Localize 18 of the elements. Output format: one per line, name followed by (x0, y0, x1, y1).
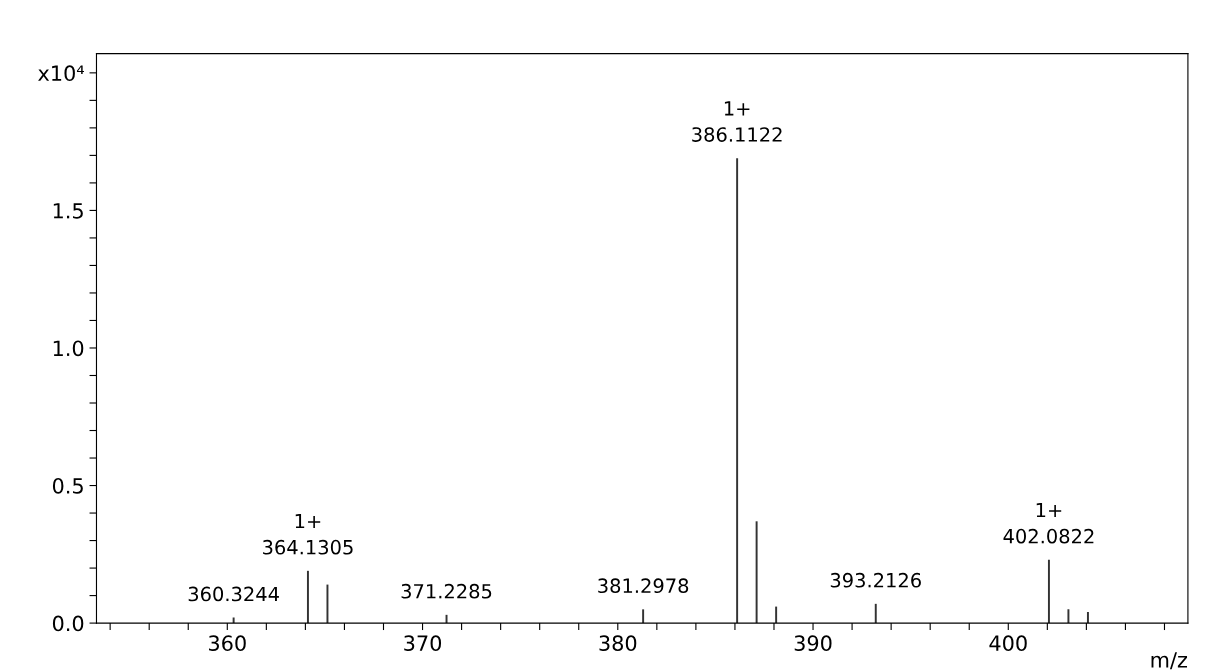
annotation: 360.3244 (188, 586, 279, 602)
y-tick-label: 0.0 (52, 615, 84, 632)
x-tick-label: 400 (989, 635, 1027, 652)
annotation: 1+ 386.1122 (692, 101, 782, 142)
annotation: 393.2126 (830, 572, 921, 588)
y-tick-label: x10⁴ (38, 65, 85, 82)
annotation: 1+ 364.1305 (263, 513, 353, 555)
x-tick-label: 370 (404, 635, 442, 652)
x-axis-title: m/z (1151, 652, 1188, 670)
annotation: 381.2978 (598, 578, 689, 594)
y-tick-label: 1.0 (53, 340, 84, 357)
y-tick-label: 0.5 (52, 477, 83, 494)
y-tick-label: 1.5 (53, 203, 83, 219)
annotation: 371.2285 (401, 583, 492, 599)
x-tick-label: 390 (794, 635, 832, 652)
annotation: 1+ 402.0822 (1003, 502, 1094, 544)
x-tick-label: 380 (599, 635, 637, 652)
x-tick-label: 360 (209, 635, 246, 652)
